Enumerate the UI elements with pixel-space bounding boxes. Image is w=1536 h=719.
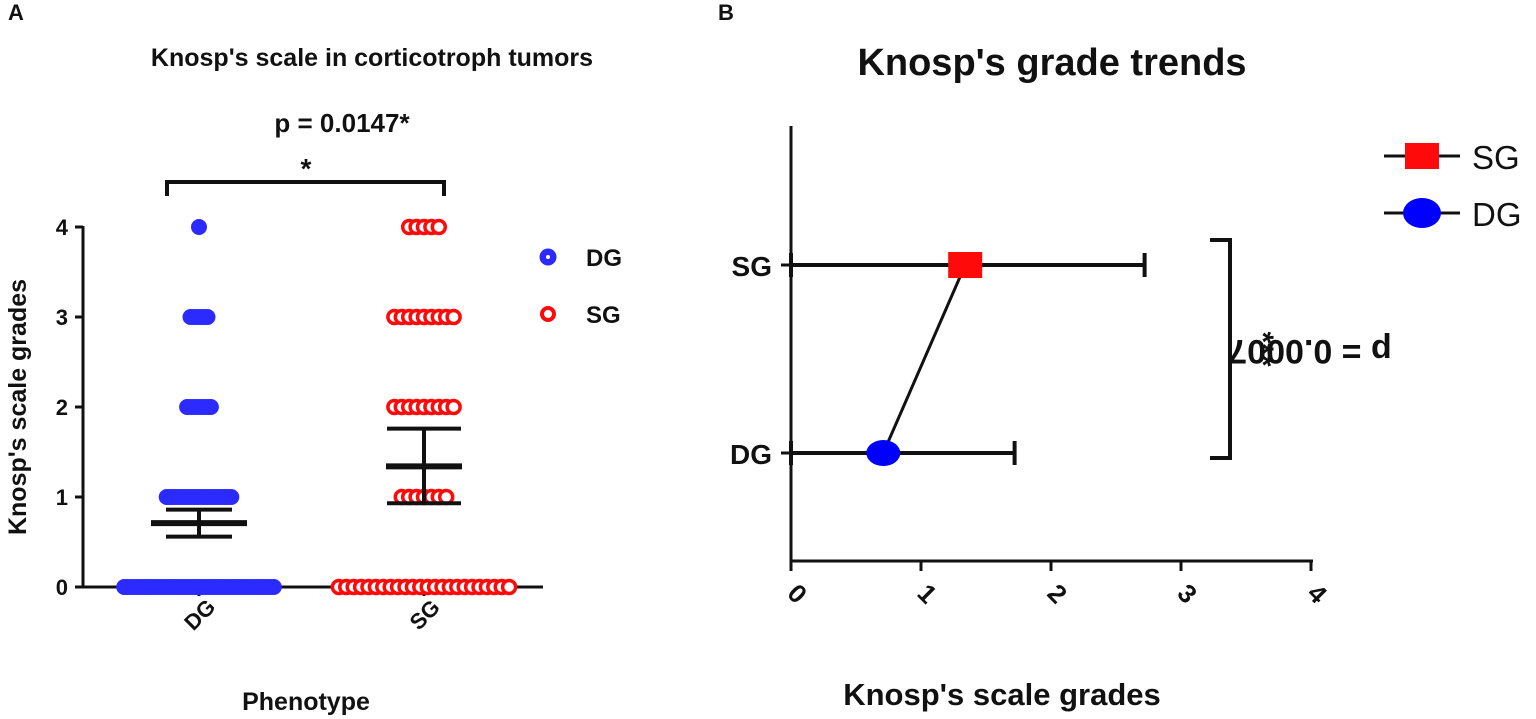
sg-point	[500, 578, 518, 596]
dg-point	[191, 219, 207, 235]
legend-b-dg-label: DG	[1472, 196, 1522, 233]
legend-dg-marker-center	[546, 255, 550, 259]
panel-b-significance-bracket	[1210, 238, 1232, 460]
panel-a-ytick-label: 1	[56, 485, 68, 510]
panel-b-dg-marker	[866, 440, 901, 466]
panel-b-xtick-label: 3	[1172, 578, 1203, 609]
legend-b-dg-marker	[1403, 198, 1441, 228]
panel-b-letter: B	[718, 0, 734, 25]
panel-a-letter: A	[8, 0, 24, 25]
panel-b-pvalue: p = 0.0007	[1228, 332, 1392, 370]
panel-b-sg-marker	[948, 252, 983, 278]
legend-b-sg-marker	[1405, 143, 1439, 169]
panel-a-ytick-label: 2	[56, 395, 68, 420]
panel-b-xtick-label: 2	[1042, 578, 1073, 609]
dg-point	[199, 309, 216, 325]
sg-point	[445, 308, 462, 326]
panel-b-xlabel: Knosp's scale grades	[843, 677, 1161, 712]
panel-b-xtick-label: 1	[912, 578, 943, 609]
panel-a-ytick-label: 4	[56, 215, 69, 240]
dg-point	[223, 489, 240, 505]
legend-sg-marker	[540, 306, 556, 322]
panel-a-xtick-label: SG	[405, 595, 445, 635]
panel-a-title: Knosp's scale in corticotroph tumors	[151, 44, 593, 72]
panel-a-ytick-label: 3	[56, 305, 68, 330]
panel-b-category-label: DG	[730, 439, 772, 470]
legend-b-sg-label: SG	[1472, 139, 1520, 176]
panel-b-xtick-label: 0	[782, 578, 813, 609]
panel-a-xtick-label: DG	[179, 594, 220, 635]
panel-a-pvalue: p = 0.0147*	[274, 108, 410, 138]
panel-a-xlabel: Phenotype	[242, 688, 370, 716]
panel-b-xtick-label: 4	[1302, 578, 1334, 610]
legend-dg-label: DG	[586, 245, 622, 272]
trend-line	[881, 264, 967, 454]
panel-b-chart: Knosp's grade trends Knosp's scale grade…	[730, 42, 1522, 712]
panel-b-stars: ***	[1246, 331, 1279, 366]
panel-a-ytick-label: 0	[56, 575, 68, 600]
panel-a-chart: Knosp's scale in corticotroph tumors p =…	[4, 44, 622, 716]
significance-bracket	[165, 180, 446, 196]
legend-sg-label: SG	[586, 302, 621, 329]
dg-point	[265, 579, 282, 595]
sg-point	[445, 398, 462, 416]
sg-point	[430, 218, 448, 236]
panel-a-ylabel: Knosp's scale grades	[4, 279, 32, 535]
panel-b-category-label: SG	[732, 251, 772, 282]
panel-b-title: Knosp's grade trends	[857, 42, 1246, 84]
dg-point	[202, 399, 219, 415]
panel-a-significance-star: *	[301, 153, 312, 184]
